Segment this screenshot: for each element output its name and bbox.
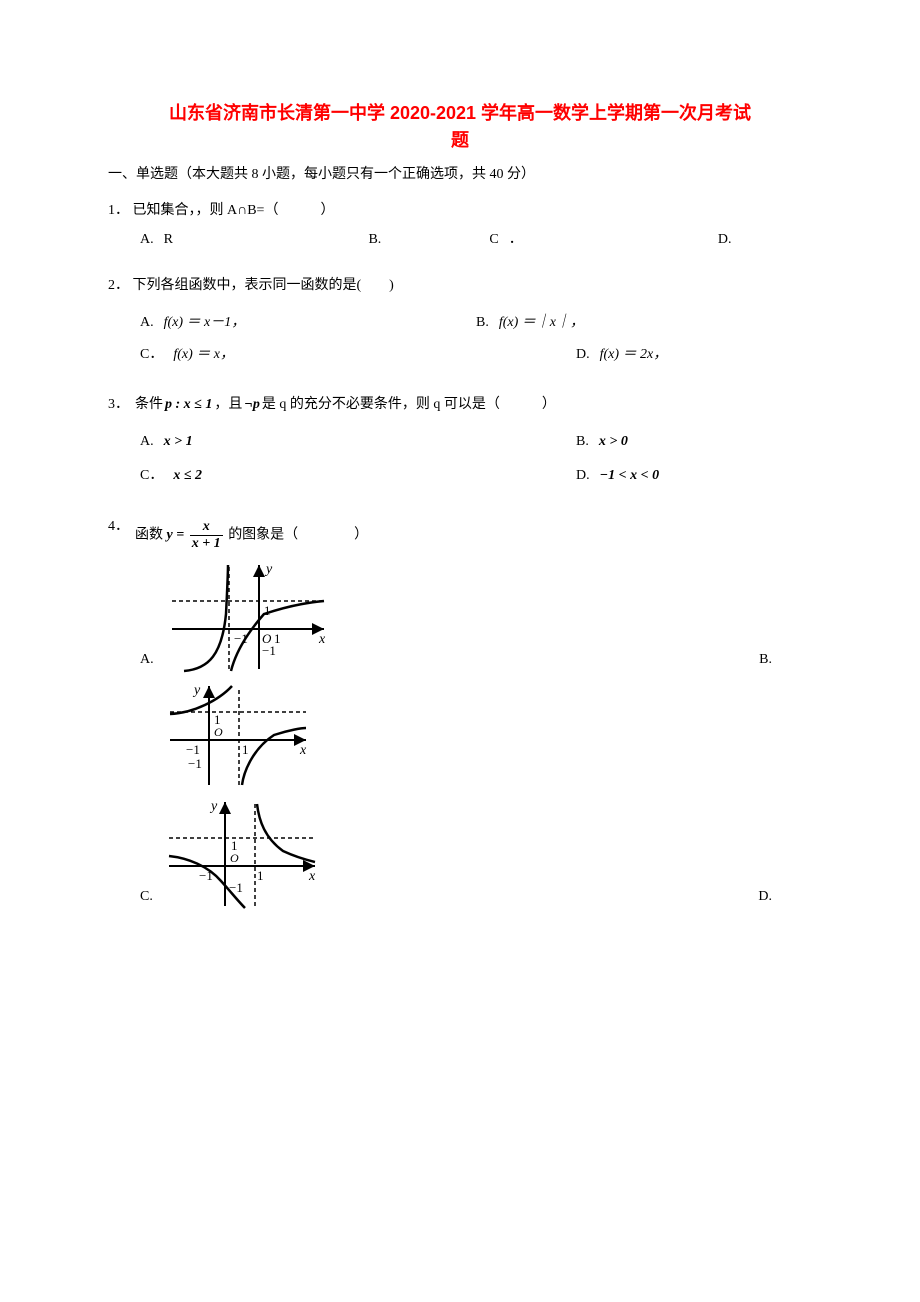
q3-pre: 条件 xyxy=(135,394,163,416)
q1-text: 已知集合，，则 A∩B=（ ） xyxy=(133,203,335,218)
graph-a-icon: x y O 1 −1 1 −1 xyxy=(164,559,334,674)
svg-text:x: x xyxy=(318,632,326,647)
q3-options-row2: C． x ≤ 2 D. −1 < x < 0 xyxy=(140,465,812,487)
q4-row-mid: A. x y O 1 1 −1 −1 xyxy=(140,680,812,790)
q2-c: f(x) ＝ x， xyxy=(173,347,234,362)
q3-p-expr: p : x ≤ 1 xyxy=(165,394,212,416)
svg-text:O: O xyxy=(214,725,223,739)
question-4: 4． 函数 y = x x + 1 的图象是（ ） xyxy=(108,516,812,551)
q3-number: 3． xyxy=(108,394,129,416)
q3-mid1: ，且 xyxy=(214,394,242,416)
svg-text:y: y xyxy=(209,799,218,814)
q2-d-label: D. xyxy=(576,347,590,362)
question-1: 1． 已知集合，，则 A∩B=（ ） xyxy=(108,200,812,222)
q4-d-label: D. xyxy=(758,886,812,910)
q3-d: −1 < x < 0 xyxy=(600,468,659,483)
q3-options-row1: A. x > 1 B. x > 0 xyxy=(140,431,812,453)
q2-text: 下列各组函数中，表示同一函数的是( ) xyxy=(133,278,394,293)
svg-text:1: 1 xyxy=(264,603,271,618)
q4-frac-num: x xyxy=(190,520,223,536)
svg-text:y: y xyxy=(264,562,273,577)
q2-options-row2: C． f(x) ＝ x， D. f(x) ＝ 2x， xyxy=(140,344,812,366)
page-title: 山东省济南市长清第一中学 2020-2021 学年高一数学上学期第一次月考试 题 xyxy=(108,100,812,154)
q2-b: f(x) ＝｜x｜， xyxy=(499,315,584,330)
graph-b-icon: x y O 1 1 −1 −1 xyxy=(164,680,314,790)
graph-c-icon: x y O 1 1 −1 −1 xyxy=(163,796,323,911)
q3-a: x > 1 xyxy=(164,434,193,449)
q3-c: x ≤ 2 xyxy=(173,468,202,483)
q4-row-a: A. x y O 1 −1 1 −1 B. xyxy=(140,559,812,674)
q4-pre: 函数 xyxy=(135,527,163,542)
q4-c-label: C. xyxy=(140,886,153,910)
section-1-heading: 一、单选题（本大题共 8 小题，每小题只有一个正确选项，共 40 分） xyxy=(108,164,812,186)
svg-text:−1: −1 xyxy=(199,868,213,883)
q3-mid2: 是 q 的充分不必要条件，则 q 可以是（ ） xyxy=(262,394,556,416)
svg-text:−1: −1 xyxy=(262,643,276,658)
q4-post: 的图象是（ ） xyxy=(228,527,368,542)
q2-number: 2． xyxy=(108,275,129,297)
q2-d: f(x) ＝ 2x， xyxy=(600,347,668,362)
question-3: 3． 条件 p : x ≤ 1 ，且 ¬p 是 q 的充分不必要条件，则 q 可… xyxy=(108,394,812,416)
q2-a: f(x) ＝ x－1， xyxy=(164,315,246,330)
q4-b-label: B. xyxy=(759,649,812,673)
q1-number: 1． xyxy=(108,200,129,222)
svg-text:O: O xyxy=(230,851,239,865)
q3-c-label: C． xyxy=(140,468,163,483)
q2-c-label: C． xyxy=(140,347,163,362)
svg-text:−1: −1 xyxy=(229,880,243,895)
q3-d-label: D. xyxy=(576,468,590,483)
svg-text:1: 1 xyxy=(231,838,238,853)
svg-text:−1: −1 xyxy=(234,631,248,646)
svg-text:−1: −1 xyxy=(188,756,202,771)
opt-d-label: D. xyxy=(718,232,732,247)
q4-y-eq: y = xyxy=(167,527,185,542)
opt-b-label: B. xyxy=(368,232,381,247)
title-line-2: 题 xyxy=(451,130,469,150)
q3-neg-p: ¬p xyxy=(244,394,259,416)
q1-a: R xyxy=(164,232,173,247)
q1-c: ． xyxy=(509,232,523,247)
q4-number: 4． xyxy=(108,516,129,538)
q2-options-row1: A. f(x) ＝ x－1， B. f(x) ＝｜x｜， xyxy=(140,312,812,334)
svg-text:1: 1 xyxy=(257,868,264,883)
svg-text:1: 1 xyxy=(214,712,221,727)
svg-text:x: x xyxy=(299,743,307,758)
opt-a-label: A. xyxy=(140,232,154,247)
svg-text:y: y xyxy=(192,683,201,698)
q3-b-label: B. xyxy=(576,434,589,449)
q2-a-label: A. xyxy=(140,315,154,330)
q4-row-c: C. x y O 1 1 −1 −1 D. xyxy=(140,796,812,911)
q4-fraction: x x + 1 xyxy=(190,520,223,551)
title-line-1: 山东省济南市长清第一中学 2020-2021 学年高一数学上学期第一次月考试 xyxy=(169,103,751,123)
opt-c-label: C xyxy=(489,232,498,247)
q4-a-label: A. xyxy=(140,649,154,673)
q3-b: x > 0 xyxy=(599,434,628,449)
svg-text:1: 1 xyxy=(242,742,249,757)
q3-a-label: A. xyxy=(140,434,154,449)
q2-b-label: B. xyxy=(476,315,489,330)
q4-frac-den: x + 1 xyxy=(190,536,223,551)
question-2: 2． 下列各组函数中，表示同一函数的是( ) xyxy=(108,275,812,297)
q4-graphs: A. x y O 1 −1 1 −1 B. A. x xyxy=(140,559,812,911)
svg-text:−1: −1 xyxy=(186,742,200,757)
q1-options: A. R B. C ． D. xyxy=(140,229,812,251)
svg-text:x: x xyxy=(308,869,316,884)
